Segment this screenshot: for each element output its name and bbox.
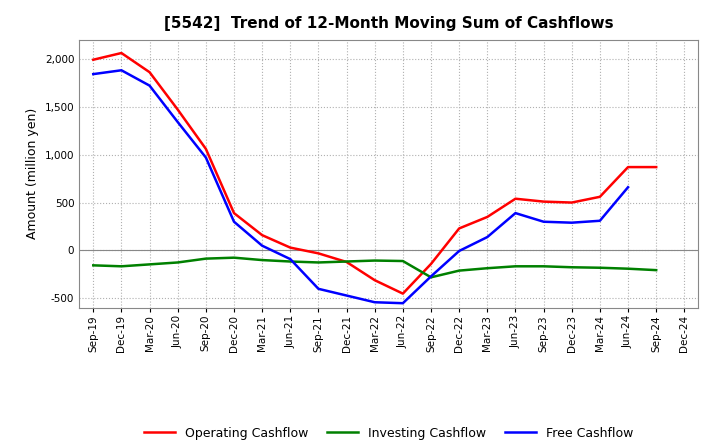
Y-axis label: Amount (million yen): Amount (million yen) (26, 108, 39, 239)
Free Cashflow (117, 68, 126, 73)
Free Cashflow (567, 220, 576, 225)
Free Cashflow (89, 71, 98, 77)
Investing Cashflow (595, 265, 604, 270)
Title: [5542]  Trend of 12-Month Moving Sum of Cashflows: [5542] Trend of 12-Month Moving Sum of C… (164, 16, 613, 32)
Operating Cashflow (539, 199, 548, 204)
Investing Cashflow (370, 258, 379, 263)
Operating Cashflow (455, 226, 464, 231)
Operating Cashflow (652, 165, 660, 170)
Free Cashflow (370, 300, 379, 305)
Investing Cashflow (174, 260, 182, 265)
Operating Cashflow (595, 194, 604, 199)
Free Cashflow (174, 119, 182, 125)
Line: Investing Cashflow: Investing Cashflow (94, 258, 656, 277)
Investing Cashflow (652, 268, 660, 273)
Investing Cashflow (202, 256, 210, 261)
Investing Cashflow (286, 259, 294, 264)
Operating Cashflow (370, 278, 379, 283)
Investing Cashflow (539, 264, 548, 269)
Free Cashflow (455, 248, 464, 253)
Free Cashflow (595, 218, 604, 224)
Investing Cashflow (567, 264, 576, 270)
Operating Cashflow (511, 196, 520, 202)
Free Cashflow (145, 83, 154, 88)
Free Cashflow (202, 155, 210, 160)
Operating Cashflow (145, 70, 154, 75)
Operating Cashflow (230, 210, 238, 216)
Investing Cashflow (624, 266, 632, 271)
Operating Cashflow (399, 291, 408, 296)
Operating Cashflow (117, 50, 126, 55)
Investing Cashflow (145, 262, 154, 267)
Free Cashflow (483, 235, 492, 240)
Operating Cashflow (202, 146, 210, 151)
Free Cashflow (314, 286, 323, 291)
Free Cashflow (624, 185, 632, 190)
Free Cashflow (511, 210, 520, 216)
Free Cashflow (399, 301, 408, 306)
Investing Cashflow (342, 259, 351, 264)
Free Cashflow (286, 257, 294, 262)
Line: Free Cashflow: Free Cashflow (94, 70, 628, 303)
Operating Cashflow (89, 57, 98, 62)
Investing Cashflow (258, 257, 266, 263)
Operating Cashflow (567, 200, 576, 205)
Investing Cashflow (89, 263, 98, 268)
Operating Cashflow (342, 259, 351, 264)
Investing Cashflow (455, 268, 464, 273)
Operating Cashflow (258, 232, 266, 238)
Free Cashflow (427, 274, 436, 279)
Investing Cashflow (117, 264, 126, 269)
Investing Cashflow (399, 258, 408, 264)
Operating Cashflow (286, 245, 294, 250)
Investing Cashflow (511, 264, 520, 269)
Operating Cashflow (174, 107, 182, 112)
Operating Cashflow (624, 165, 632, 170)
Free Cashflow (342, 293, 351, 298)
Legend: Operating Cashflow, Investing Cashflow, Free Cashflow: Operating Cashflow, Investing Cashflow, … (144, 427, 634, 440)
Free Cashflow (539, 219, 548, 224)
Line: Operating Cashflow: Operating Cashflow (94, 53, 656, 293)
Free Cashflow (258, 243, 266, 248)
Investing Cashflow (427, 275, 436, 280)
Operating Cashflow (314, 251, 323, 256)
Investing Cashflow (314, 260, 323, 265)
Free Cashflow (230, 219, 238, 224)
Operating Cashflow (483, 214, 492, 220)
Operating Cashflow (427, 261, 436, 267)
Investing Cashflow (230, 255, 238, 260)
Investing Cashflow (483, 266, 492, 271)
